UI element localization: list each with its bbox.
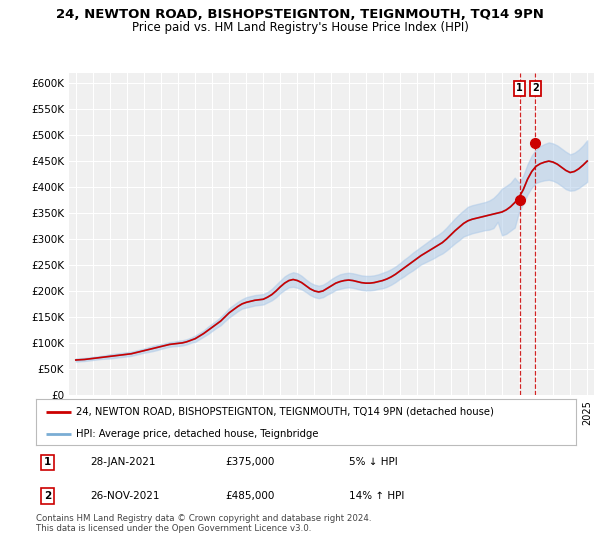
- Text: 5% ↓ HPI: 5% ↓ HPI: [349, 458, 398, 468]
- Text: 1: 1: [44, 458, 52, 468]
- Text: 2: 2: [532, 83, 539, 94]
- Text: 1: 1: [516, 83, 523, 94]
- Text: 28-JAN-2021: 28-JAN-2021: [90, 458, 155, 468]
- Text: 14% ↑ HPI: 14% ↑ HPI: [349, 491, 404, 501]
- Text: Contains HM Land Registry data © Crown copyright and database right 2024.
This d: Contains HM Land Registry data © Crown c…: [36, 514, 371, 534]
- Text: 24, NEWTON ROAD, BISHOPSTEIGNTON, TEIGNMOUTH, TQ14 9PN: 24, NEWTON ROAD, BISHOPSTEIGNTON, TEIGNM…: [56, 8, 544, 21]
- Text: Price paid vs. HM Land Registry's House Price Index (HPI): Price paid vs. HM Land Registry's House …: [131, 21, 469, 34]
- Text: £375,000: £375,000: [225, 458, 274, 468]
- Text: 26-NOV-2021: 26-NOV-2021: [90, 491, 160, 501]
- Text: 24, NEWTON ROAD, BISHOPSTEIGNTON, TEIGNMOUTH, TQ14 9PN (detached house): 24, NEWTON ROAD, BISHOPSTEIGNTON, TEIGNM…: [77, 407, 494, 417]
- Text: £485,000: £485,000: [225, 491, 274, 501]
- Text: 2: 2: [44, 491, 52, 501]
- Text: HPI: Average price, detached house, Teignbridge: HPI: Average price, detached house, Teig…: [77, 428, 319, 438]
